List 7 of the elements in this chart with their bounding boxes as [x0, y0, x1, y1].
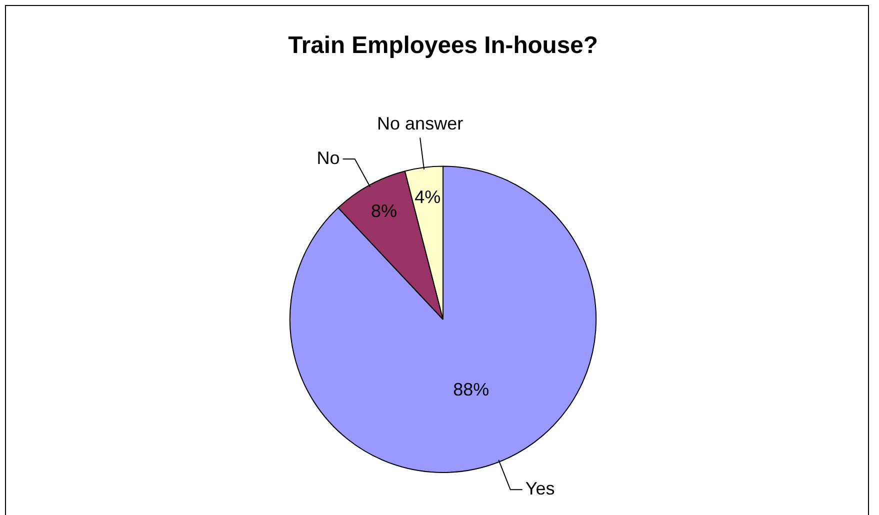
chart-title: Train Employees In-house? — [288, 32, 598, 60]
slice-label: No — [316, 148, 340, 168]
slice-label: Yes — [525, 478, 555, 499]
data-label: 8% — [370, 201, 398, 222]
data-label: 4% — [414, 186, 441, 207]
slice-label: No answer — [377, 114, 464, 134]
data-label: 88% — [453, 380, 490, 400]
